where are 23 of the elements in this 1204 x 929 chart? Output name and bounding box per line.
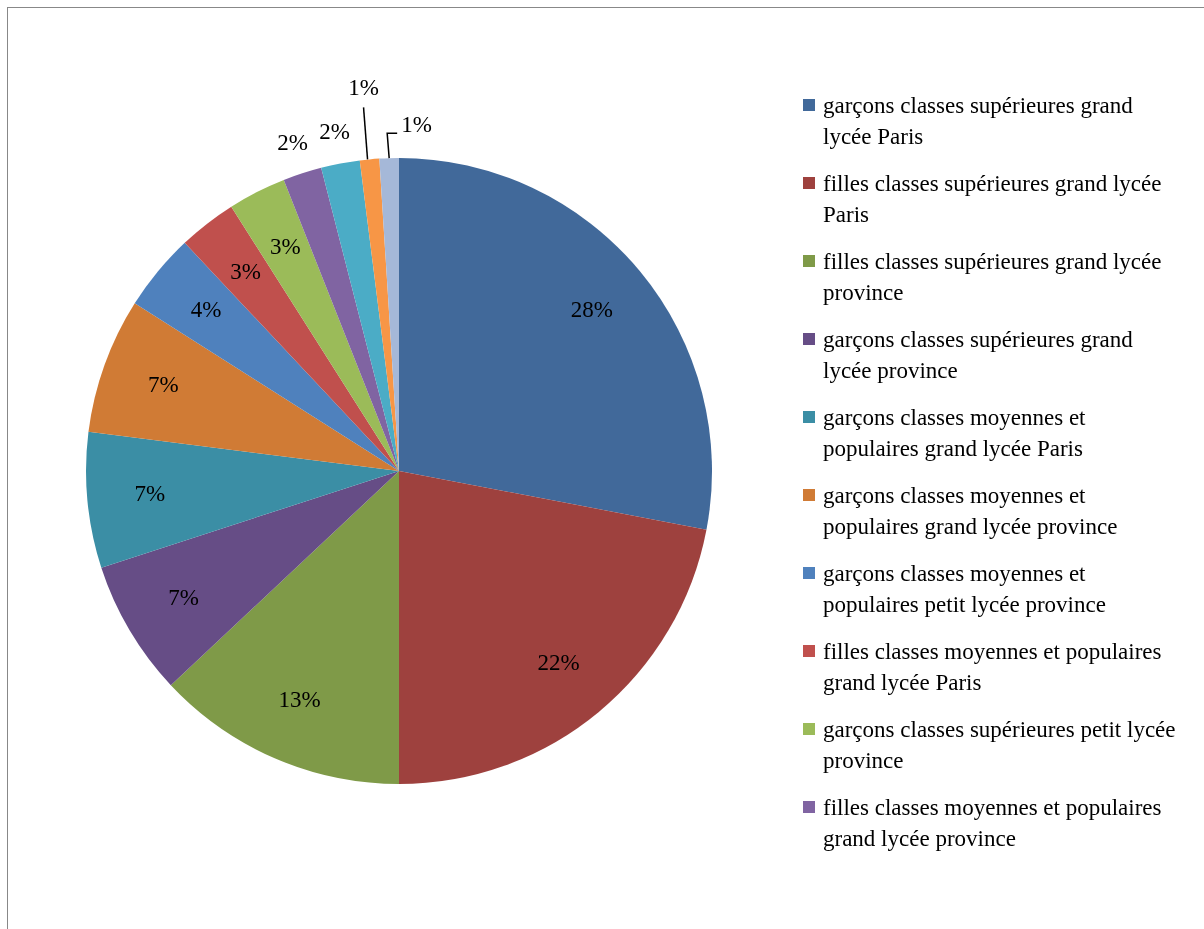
legend-label: filles classes moyennes et populaires grand lycée Paris <box>823 639 1162 695</box>
data-label: 13% <box>278 686 321 712</box>
data-label: 1% <box>401 112 432 138</box>
data-label: 2% <box>277 129 308 155</box>
data-label: 22% <box>537 649 580 675</box>
legend-label: garçons classes supérieures grand lycée province <box>823 327 1133 383</box>
data-label: 1% <box>348 75 379 101</box>
data-label: 7% <box>168 584 199 610</box>
data-label: 7% <box>134 480 166 506</box>
data-label: 2% <box>319 118 350 144</box>
legend-label: garçons classes moyennes et populaires grand lycée Paris <box>823 405 1086 461</box>
data-label: 3% <box>269 233 301 259</box>
legend-label: filles classes supérieures grand lycée Paris <box>823 171 1162 227</box>
legend-label: filles classes moyennes et populaires grand lycée province <box>823 795 1162 851</box>
data-label: 4% <box>190 297 222 323</box>
data-label: 3% <box>230 259 261 285</box>
data-label: 7% <box>148 372 179 398</box>
legend-label: filles classes supérieures grand lycée province <box>823 249 1162 305</box>
data-label: 28% <box>570 297 614 323</box>
legend-label: garçons classes supérieures petit lycée province <box>823 717 1176 773</box>
legend-label: garçons classes moyennes et populaires petit lycée province <box>823 561 1106 617</box>
legend-label: garçons classes supérieures grand lycée Paris <box>823 93 1133 149</box>
legend-label: garçons classes moyennes et populaires grand lycée province <box>823 483 1118 539</box>
